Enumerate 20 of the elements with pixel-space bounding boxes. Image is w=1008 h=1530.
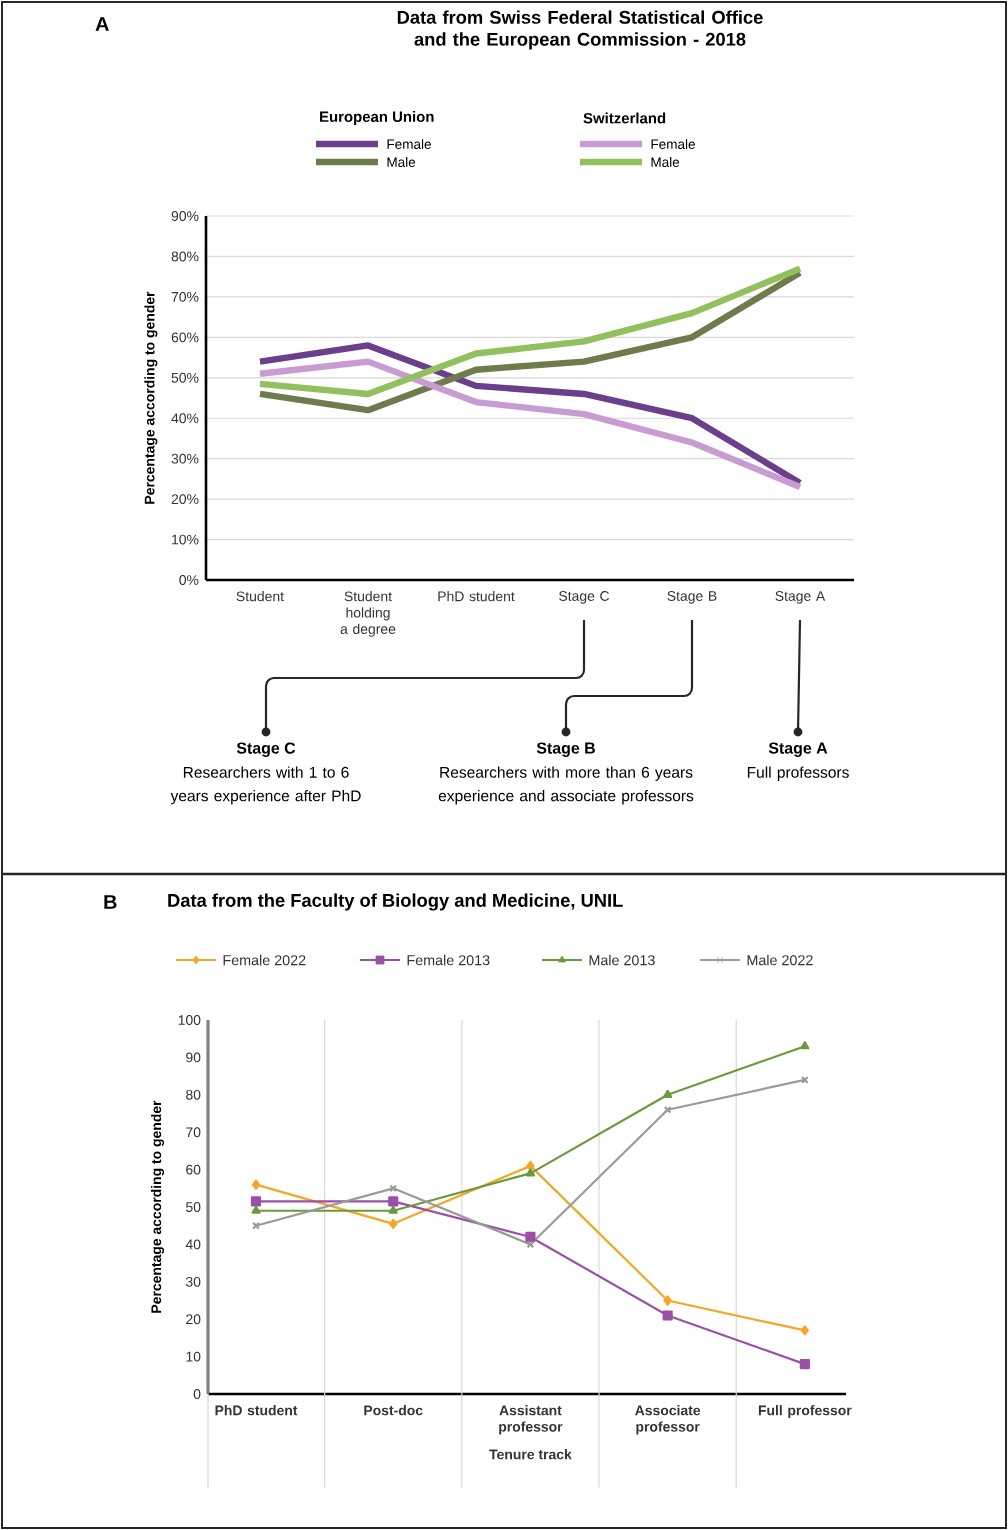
point (251, 1205, 261, 1214)
point (251, 1179, 261, 1190)
point (663, 1089, 673, 1098)
chart-title: Data from the Faculty of Biology and Medicine, UNIL (168, 893, 623, 911)
point (799, 1359, 810, 1370)
point (525, 1168, 535, 1177)
point (388, 1205, 398, 1214)
point (662, 1310, 673, 1321)
chart-title: Data from Swiss Federal Statistical Office and the European Commission - 2018 (397, 10, 763, 50)
text: A (95, 17, 109, 31)
point (250, 1196, 262, 1207)
point (525, 1231, 536, 1243)
text: B (104, 895, 117, 909)
point (526, 1160, 535, 1171)
point (800, 1325, 809, 1336)
point (388, 1196, 399, 1207)
point (800, 1041, 810, 1050)
point (389, 1218, 398, 1229)
point (663, 1295, 672, 1306)
point (389, 1184, 398, 1193)
